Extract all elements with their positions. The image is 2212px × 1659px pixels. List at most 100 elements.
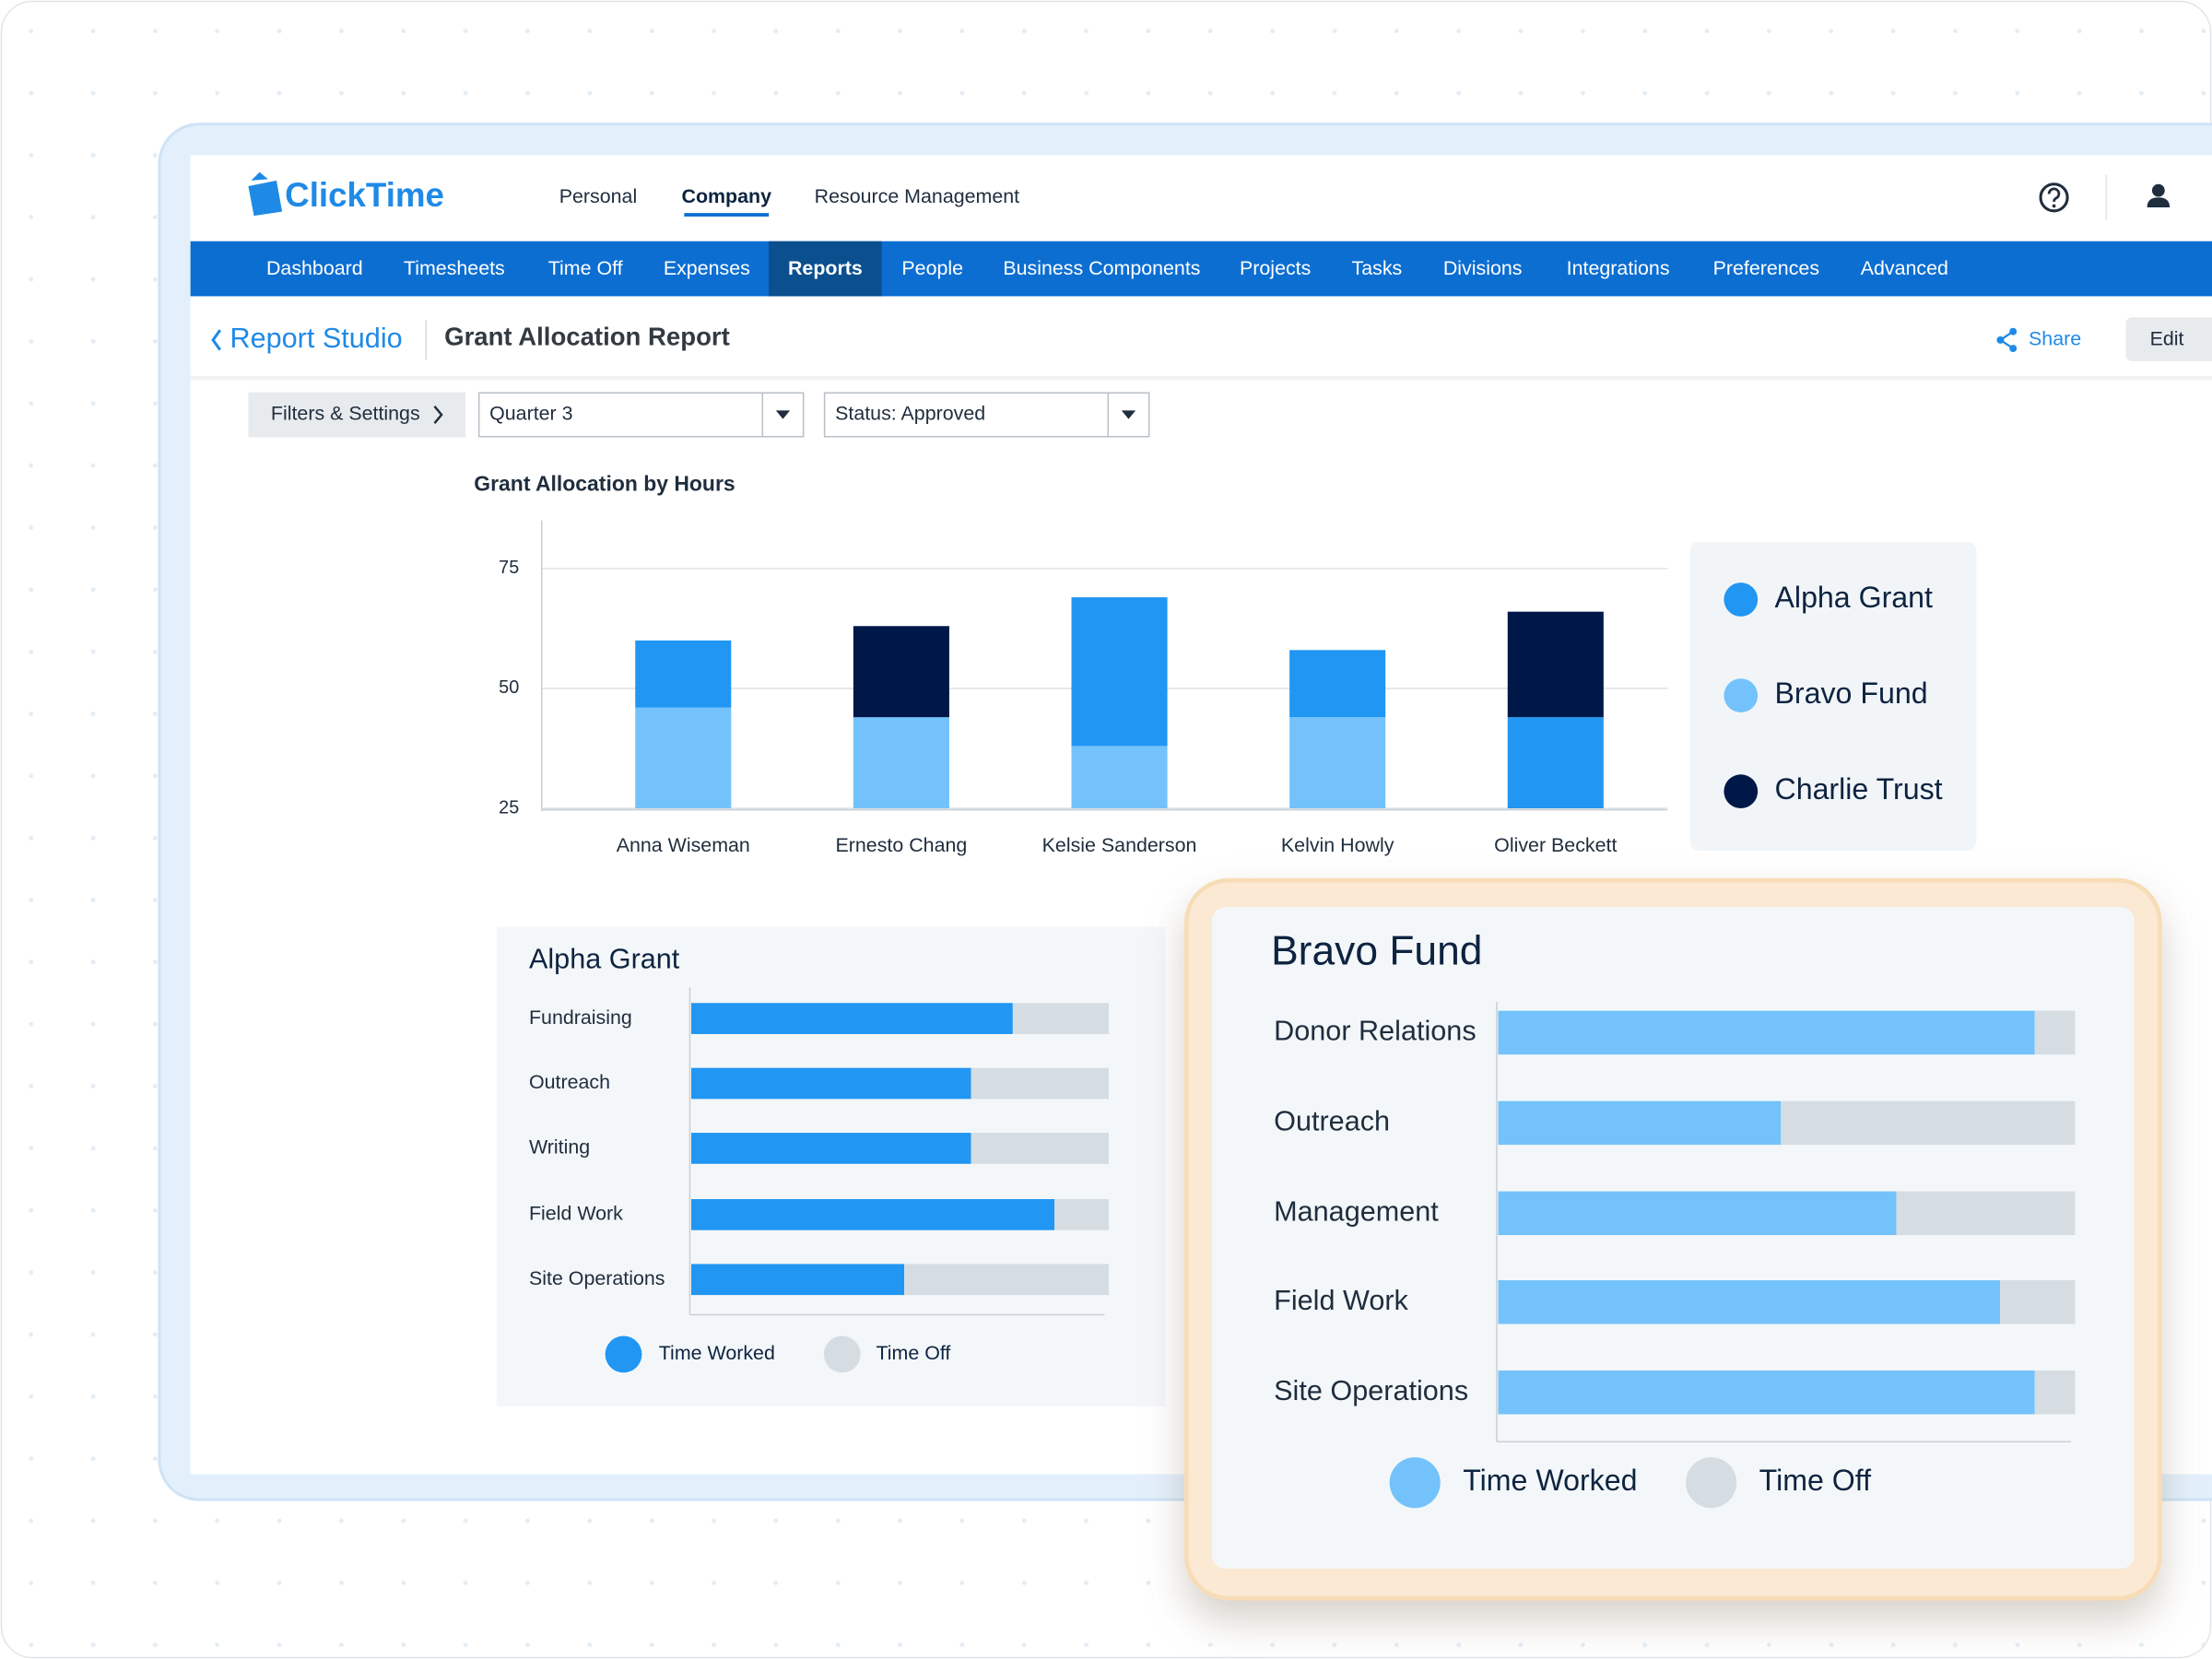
category-label: Management — [1274, 1195, 1439, 1227]
category-label: Field Work — [1274, 1285, 1408, 1316]
legend-swatch — [1724, 582, 1759, 617]
main-nav-items: Dashboard Timesheets Time Off Expenses Repor… — [266, 257, 1948, 279]
bar-segment — [2034, 1010, 2076, 1055]
legend-label: Time Off — [1759, 1464, 1871, 1497]
legend-label: Time Off — [877, 1342, 951, 1364]
main-nav-item[interactable]: People — [901, 257, 963, 279]
bar-segment — [691, 1067, 971, 1100]
bar-segment — [1071, 597, 1168, 747]
select-value: Status: Approved — [835, 403, 985, 425]
category-label: Outreach — [1274, 1105, 1390, 1136]
bar-segment — [1896, 1191, 2076, 1236]
edit-bg — [2125, 317, 2212, 361]
bar-segment — [1289, 717, 1386, 809]
filters-button[interactable]: Filters & Settings — [248, 392, 466, 438]
x-tick-label: Ernesto Chang — [836, 834, 968, 856]
main-nav-item[interactable]: Integrations — [1567, 257, 1670, 279]
main-nav-item[interactable]: Projects — [1240, 257, 1311, 279]
top-nav-item[interactable]: Personal — [559, 185, 638, 207]
main-nav-item[interactable]: Tasks — [1352, 257, 1403, 279]
top-nav-item-active[interactable]: Company — [681, 185, 771, 207]
legend-label: Bravo Fund — [1775, 677, 1928, 710]
main-nav-active — [769, 241, 882, 297]
bar-segment — [1498, 1191, 1897, 1236]
bar-segment — [691, 1133, 971, 1164]
active-underline — [684, 213, 770, 217]
legend-label: Time Worked — [1463, 1464, 1637, 1497]
category-label: Site Operations — [529, 1267, 665, 1289]
main-nav-item[interactable]: Reports — [788, 257, 863, 279]
category-label: Site Operations — [1274, 1375, 1468, 1406]
main-nav — [190, 241, 2212, 297]
select-arrow — [775, 410, 791, 419]
status-select[interactable]: Status: Approved — [823, 392, 1150, 438]
legend-swatch — [1724, 774, 1759, 809]
brand: ClickTime — [285, 176, 444, 214]
main-nav-item[interactable]: Advanced — [1861, 257, 1948, 279]
category-label: Donor Relations — [1274, 1016, 1476, 1047]
chart-title: Alpha Grant — [529, 943, 680, 974]
bar-segment — [904, 1264, 1110, 1296]
bar-segment — [853, 717, 949, 809]
category-label: Fundraising — [529, 1006, 632, 1029]
category-label: Outreach — [529, 1071, 610, 1093]
bar-segment — [1071, 746, 1168, 809]
help-glyph — [2047, 187, 2061, 202]
period-select[interactable]: Quarter 3 — [477, 392, 805, 438]
chart-title: Bravo Fund — [1271, 928, 1482, 973]
filters-label: Filters & Settings — [271, 403, 420, 425]
legend-label: Charlie Trust — [1775, 772, 1943, 806]
help-ring — [2039, 182, 2069, 213]
x-tick-label: Kelvin Howly — [1281, 834, 1394, 856]
filters-chevron — [433, 406, 443, 424]
page-title: Grant Allocation Report — [444, 323, 730, 351]
bravo-panel — [1211, 907, 2135, 1570]
bar-segment — [1012, 1003, 1110, 1034]
chart-title: Grant Allocation by Hours — [474, 472, 735, 496]
bar-segment — [1498, 1100, 1782, 1146]
bar-segment — [1781, 1100, 2076, 1146]
edit-label: Edit — [2150, 328, 2184, 350]
help-dot — [2052, 204, 2056, 208]
x-tick-label: Oliver Beckett — [1494, 834, 1617, 856]
category-label: Field Work — [529, 1203, 623, 1225]
back-chevron[interactable] — [211, 329, 222, 351]
share-link — [1998, 330, 2014, 350]
alpha-panel — [496, 926, 1166, 1407]
bar-segment — [1507, 717, 1604, 809]
main-nav-item[interactable]: Business Components — [1003, 257, 1200, 279]
bar-segment — [853, 626, 949, 718]
bar-segment — [635, 640, 732, 708]
bar-segment — [1054, 1199, 1110, 1230]
share-button[interactable]: Share — [1996, 328, 2081, 353]
legend-label: Time Worked — [659, 1342, 775, 1364]
category-label: Writing — [529, 1136, 590, 1159]
legend-swatch — [1686, 1457, 1737, 1509]
bar-segment — [691, 1199, 1055, 1230]
main-nav-item[interactable]: Timesheets — [404, 257, 505, 279]
bar-segment — [1507, 611, 1604, 718]
bar-segment — [1498, 1370, 2035, 1415]
bar-segment — [971, 1067, 1110, 1100]
breadcrumb[interactable]: Report Studio — [229, 323, 402, 354]
bar-segment — [2034, 1370, 2076, 1415]
user-body — [2147, 197, 2171, 207]
user-icon[interactable] — [2147, 183, 2171, 207]
help-icon[interactable] — [2039, 182, 2069, 213]
legend-panel — [1689, 541, 1977, 851]
logo[interactable]: ClickTime — [248, 171, 444, 217]
edit-button[interactable]: Edit — [2125, 317, 2212, 361]
x-tick-label: Anna Wiseman — [617, 834, 750, 856]
bar-segment — [971, 1133, 1110, 1164]
main-nav-item[interactable]: Expenses — [664, 257, 750, 279]
main-nav-item[interactable]: Divisions — [1443, 257, 1523, 279]
legend-label: Alpha Grant — [1775, 581, 1934, 614]
main-nav-item[interactable]: Dashboard — [266, 257, 363, 279]
main-nav-item[interactable]: Time Off — [548, 257, 623, 279]
bar-segment — [2000, 1280, 2076, 1324]
select-box — [477, 392, 805, 438]
main-nav-item[interactable]: Preferences — [1713, 257, 1819, 279]
top-nav-item[interactable]: Resource Management — [815, 185, 1020, 207]
share-label: Share — [2029, 328, 2081, 350]
